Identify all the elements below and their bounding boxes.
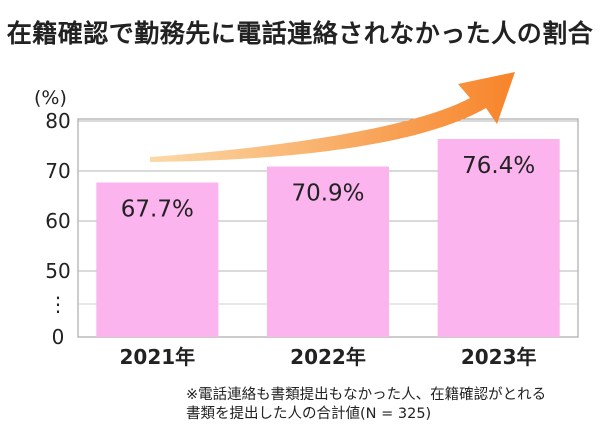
bar-2022年 bbox=[267, 166, 389, 337]
y-tick-label-3: 50 bbox=[45, 259, 70, 283]
bar-2023年 bbox=[437, 139, 560, 337]
data-label-0: 67.7% bbox=[121, 197, 194, 223]
x-tick-label-1: 2022年 bbox=[290, 345, 366, 369]
y-tick-label-5: 0 bbox=[52, 325, 65, 349]
footnote-line-2: 書類を提出した人の合計値(N = 325) bbox=[186, 406, 432, 422]
x-tick-label-2: 2023年 bbox=[461, 345, 537, 369]
chart-title: 在籍確認で勤務先に電話連絡されなかった人の割合 bbox=[6, 19, 594, 48]
trend-arrow bbox=[150, 72, 515, 162]
y-axis-unit: (%) bbox=[34, 87, 67, 109]
data-label-1: 70.9% bbox=[291, 181, 364, 207]
footnote: ※電話連絡も書類提出もなかった人、在籍確認がとれる 書類を提出した人の合計値(N… bbox=[186, 386, 596, 424]
bar-2021年 bbox=[96, 182, 219, 337]
y-tick-label-1: 70 bbox=[45, 159, 70, 183]
x-tick-label-0: 2021年 bbox=[119, 345, 195, 369]
data-label-2: 76.4% bbox=[462, 153, 535, 179]
y-tick-label-0: 80 bbox=[45, 109, 70, 133]
y-tick-label-4: ⋮ bbox=[48, 292, 68, 316]
footnote-line-1: ※電話連絡も書類提出もなかった人、在籍確認がとれる bbox=[186, 387, 547, 403]
y-tick-label-2: 60 bbox=[45, 209, 70, 233]
